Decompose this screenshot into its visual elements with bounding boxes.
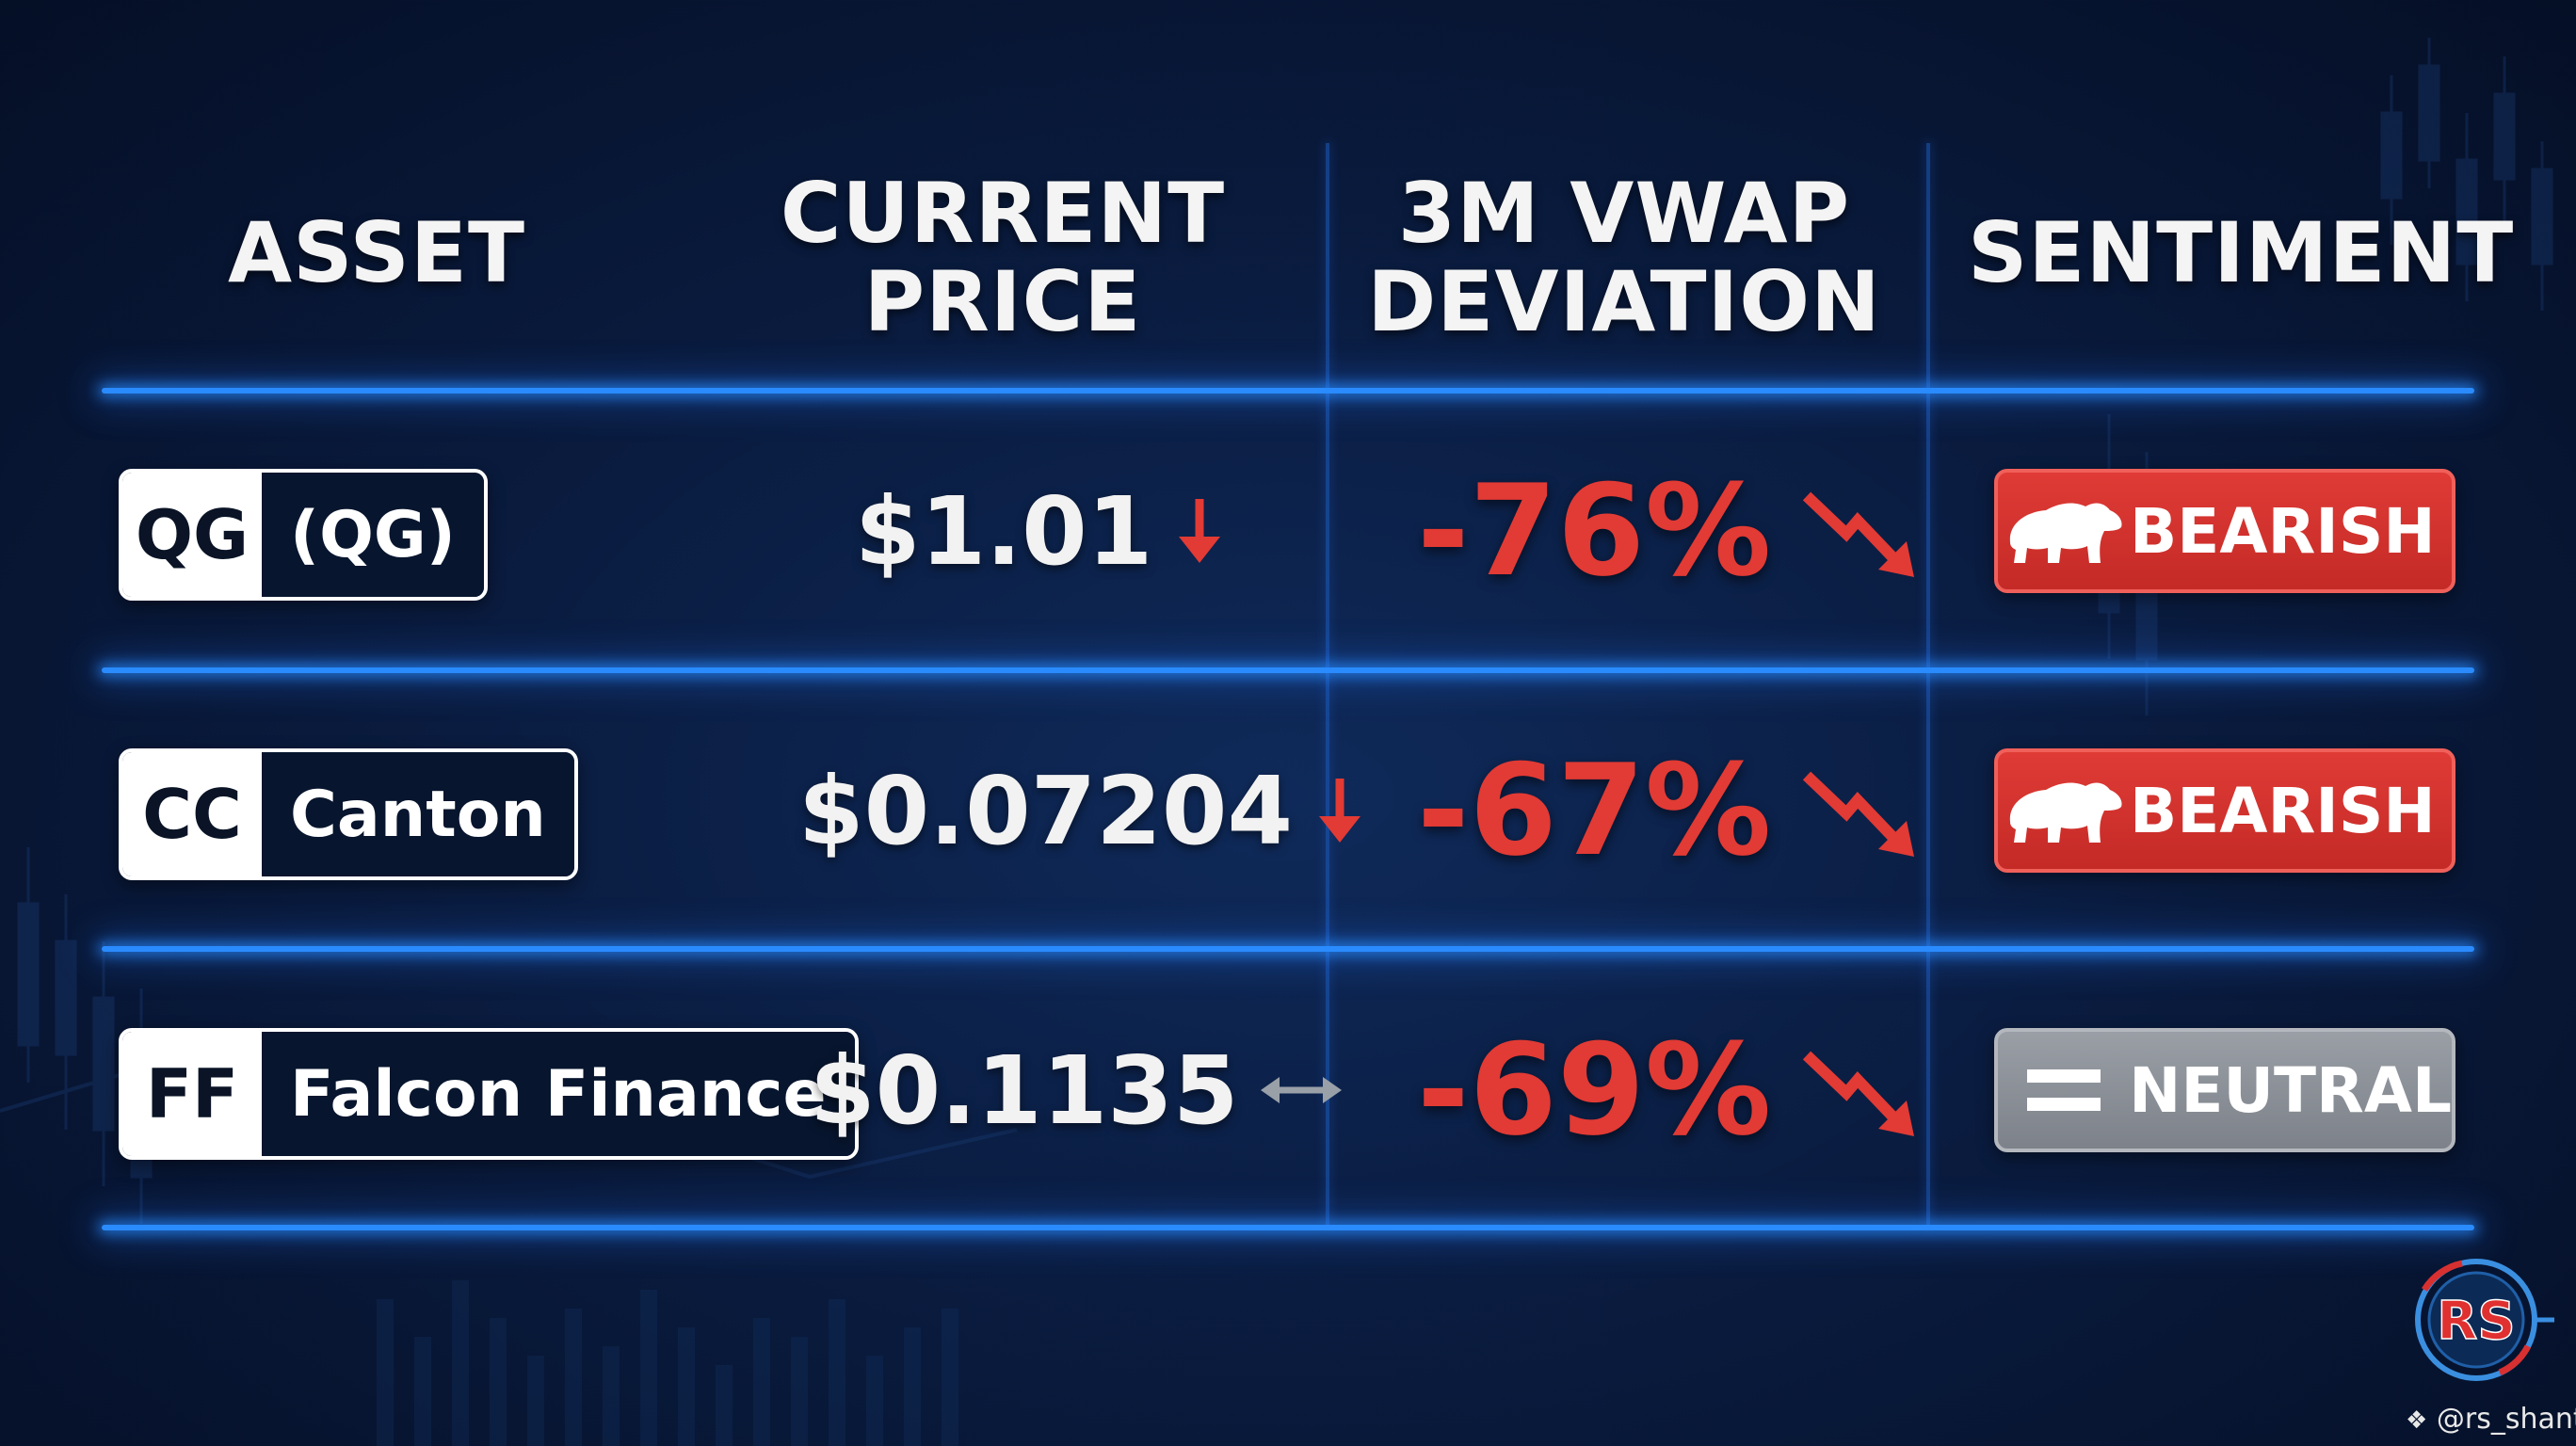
arrow-down-icon — [1319, 779, 1361, 843]
price-value: $0.07204 — [798, 755, 1294, 866]
column-header-sentiment: SENTIMENT — [1968, 204, 2515, 301]
row-divider — [102, 667, 2474, 673]
deviation-cell-ff: -69% — [1417, 1015, 1922, 1165]
arrow-down-icon — [1179, 499, 1221, 563]
watermark-logo-text: RS — [2437, 1291, 2515, 1352]
asset-ticker: CC — [122, 752, 262, 876]
deviation-value: -67% — [1417, 737, 1772, 884]
header-dev-line2: DEVIATION — [1367, 253, 1881, 350]
price-value: $0.1135 — [810, 1035, 1239, 1146]
left-right-arrow-icon — [1261, 1077, 1343, 1103]
trend-down-arrow-icon — [1803, 1051, 1915, 1136]
asset-name: Canton — [262, 752, 574, 876]
deviation-value: -69% — [1417, 1017, 1772, 1164]
asset-name: Falcon Finance — [262, 1032, 855, 1156]
bear-icon — [2009, 503, 2122, 563]
sentiment-label: BEARISH — [2130, 774, 2436, 847]
watermark-handle-text: @rs_shanto — [2436, 1403, 2576, 1436]
price-value: $1.01 — [855, 475, 1153, 586]
sentiment-badge-neutral: NEUTRAL — [1994, 1028, 2455, 1152]
equals-icon — [2026, 1069, 2101, 1111]
asset-chip-qg: QG (QG) — [119, 469, 488, 601]
asset-ticker: FF — [122, 1032, 262, 1156]
asset-chip-ff: FF Falcon Finance — [119, 1028, 859, 1160]
header-price-line2: PRICE — [863, 253, 1142, 350]
asset-name: (QG) — [262, 473, 484, 597]
deviation-value: -76% — [1417, 458, 1772, 604]
watermark-logo: RS — [2415, 1259, 2554, 1381]
price-cell-qg: $1.01 — [855, 469, 1226, 593]
sentiment-badge-bearish: BEARISH — [1994, 469, 2455, 593]
sentiment-badge-bearish: BEARISH — [1994, 748, 2455, 873]
header-asset-label: ASSET — [227, 204, 526, 301]
row-divider — [102, 1225, 2474, 1230]
asset-ticker: QG — [122, 473, 262, 597]
column-divider — [1326, 143, 1329, 1226]
deviation-cell-qg: -76% — [1417, 456, 1922, 606]
diamond-icon: ❖ — [2406, 1406, 2428, 1435]
trend-down-arrow-icon — [1803, 491, 1915, 577]
trend-down-arrow-icon — [1803, 771, 1915, 857]
watermark-handle: ❖ @rs_shanto — [2406, 1403, 2576, 1436]
header-price-line1: CURRENT — [780, 165, 1226, 262]
column-header-current-price: CURRENT PRICE — [753, 169, 1252, 346]
row-divider — [102, 388, 2474, 394]
price-cell-ff: $0.1135 — [810, 1028, 1344, 1152]
sentiment-label: BEARISH — [2130, 494, 2436, 568]
column-header-vwap-deviation: 3M VWAP DEVIATION — [1365, 169, 1883, 346]
column-divider — [1926, 143, 1930, 1226]
column-header-asset: ASSET — [169, 209, 584, 297]
row-divider — [102, 946, 2474, 952]
deviation-cell-cc: -67% — [1417, 735, 1922, 886]
asset-chip-cc: CC Canton — [119, 748, 578, 880]
sentiment-label: NEUTRAL — [2129, 1053, 2452, 1127]
bear-icon — [2009, 782, 2122, 843]
header-dev-line1: 3M VWAP — [1397, 165, 1851, 262]
price-cell-cc: $0.07204 — [798, 748, 1366, 873]
header-sentiment-label: SENTIMENT — [1968, 204, 2515, 301]
